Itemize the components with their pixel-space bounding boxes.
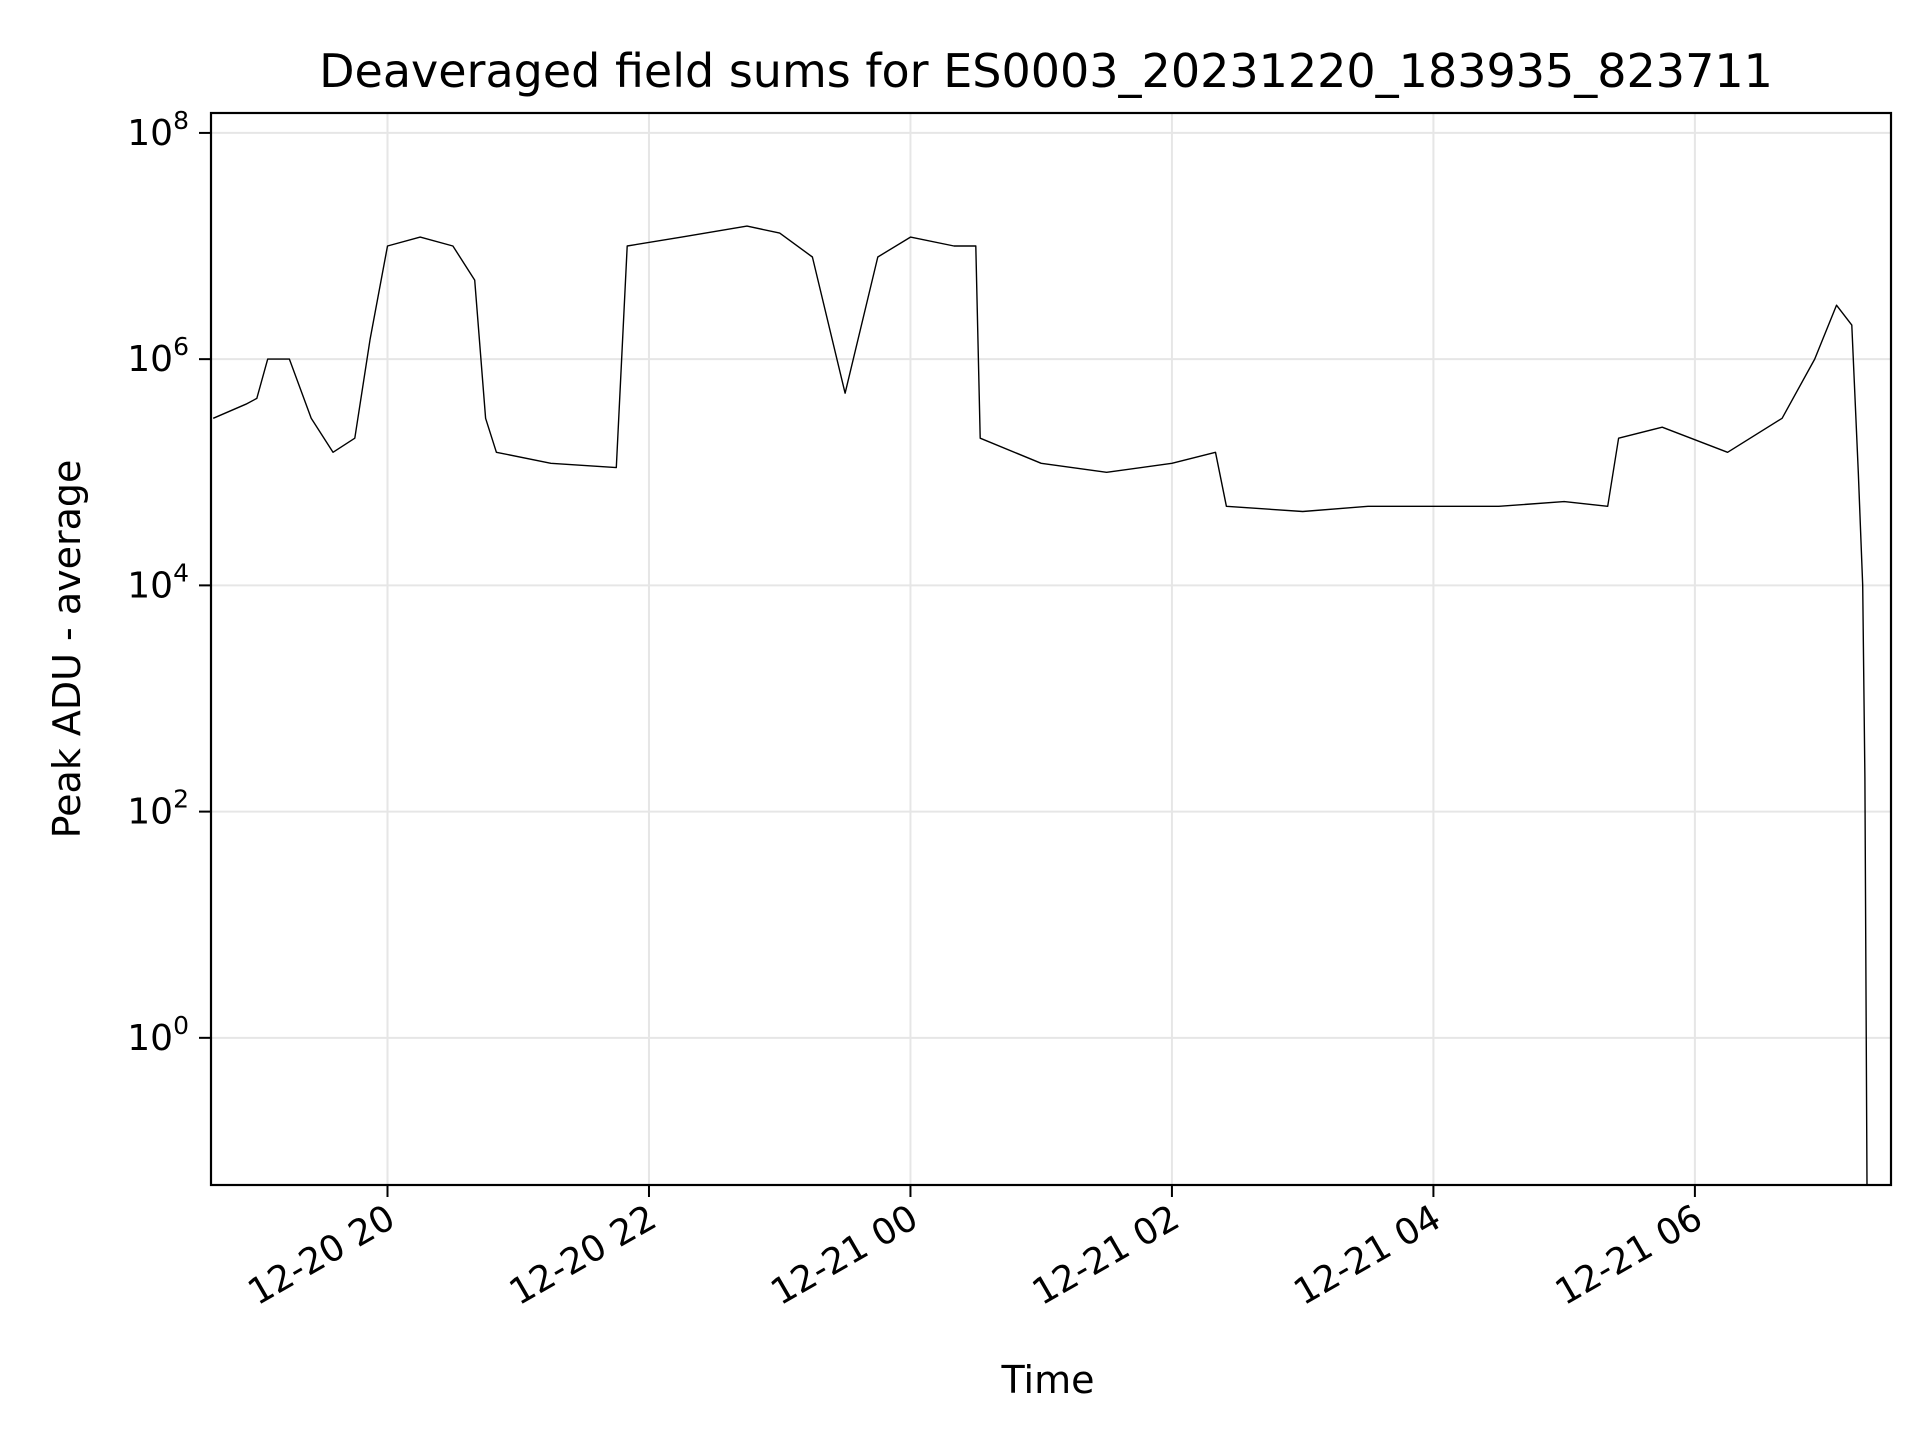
y-tick-label: 108: [127, 106, 189, 154]
plot-frame: [209, 111, 1893, 1187]
x-axis-label: Time: [1001, 1358, 1095, 1402]
y-tick-label: 100: [127, 1011, 189, 1059]
y-tick-label: 102: [127, 785, 189, 833]
x-axis: 12-20 20 12-20 22 12-21 00 12-21 02 12-21 04…: [241, 1185, 1709, 1314]
x-tick-label: 12-21 02: [1026, 1197, 1187, 1313]
series-group: [212, 225, 1868, 1186]
y-tick-label: 104: [127, 558, 189, 606]
x-tick-label: 12-20 20: [241, 1197, 402, 1313]
x-tick-label: 12-20 22: [503, 1197, 664, 1313]
grid: [211, 113, 1891, 1185]
x-tick-label: 12-21 06: [1549, 1197, 1710, 1313]
y-axis-label: Peak ADU - average: [45, 460, 89, 839]
x-tick-label: 12-21 04: [1287, 1197, 1448, 1313]
y-axis: 100 102 104 106 108: [127, 106, 211, 1059]
chart-title: Deaveraged field sums for ES0003_2023122…: [319, 44, 1773, 98]
series-line: [212, 225, 1868, 1186]
y-tick-label: 106: [127, 332, 189, 380]
x-tick-label: 12-21 00: [764, 1197, 925, 1313]
